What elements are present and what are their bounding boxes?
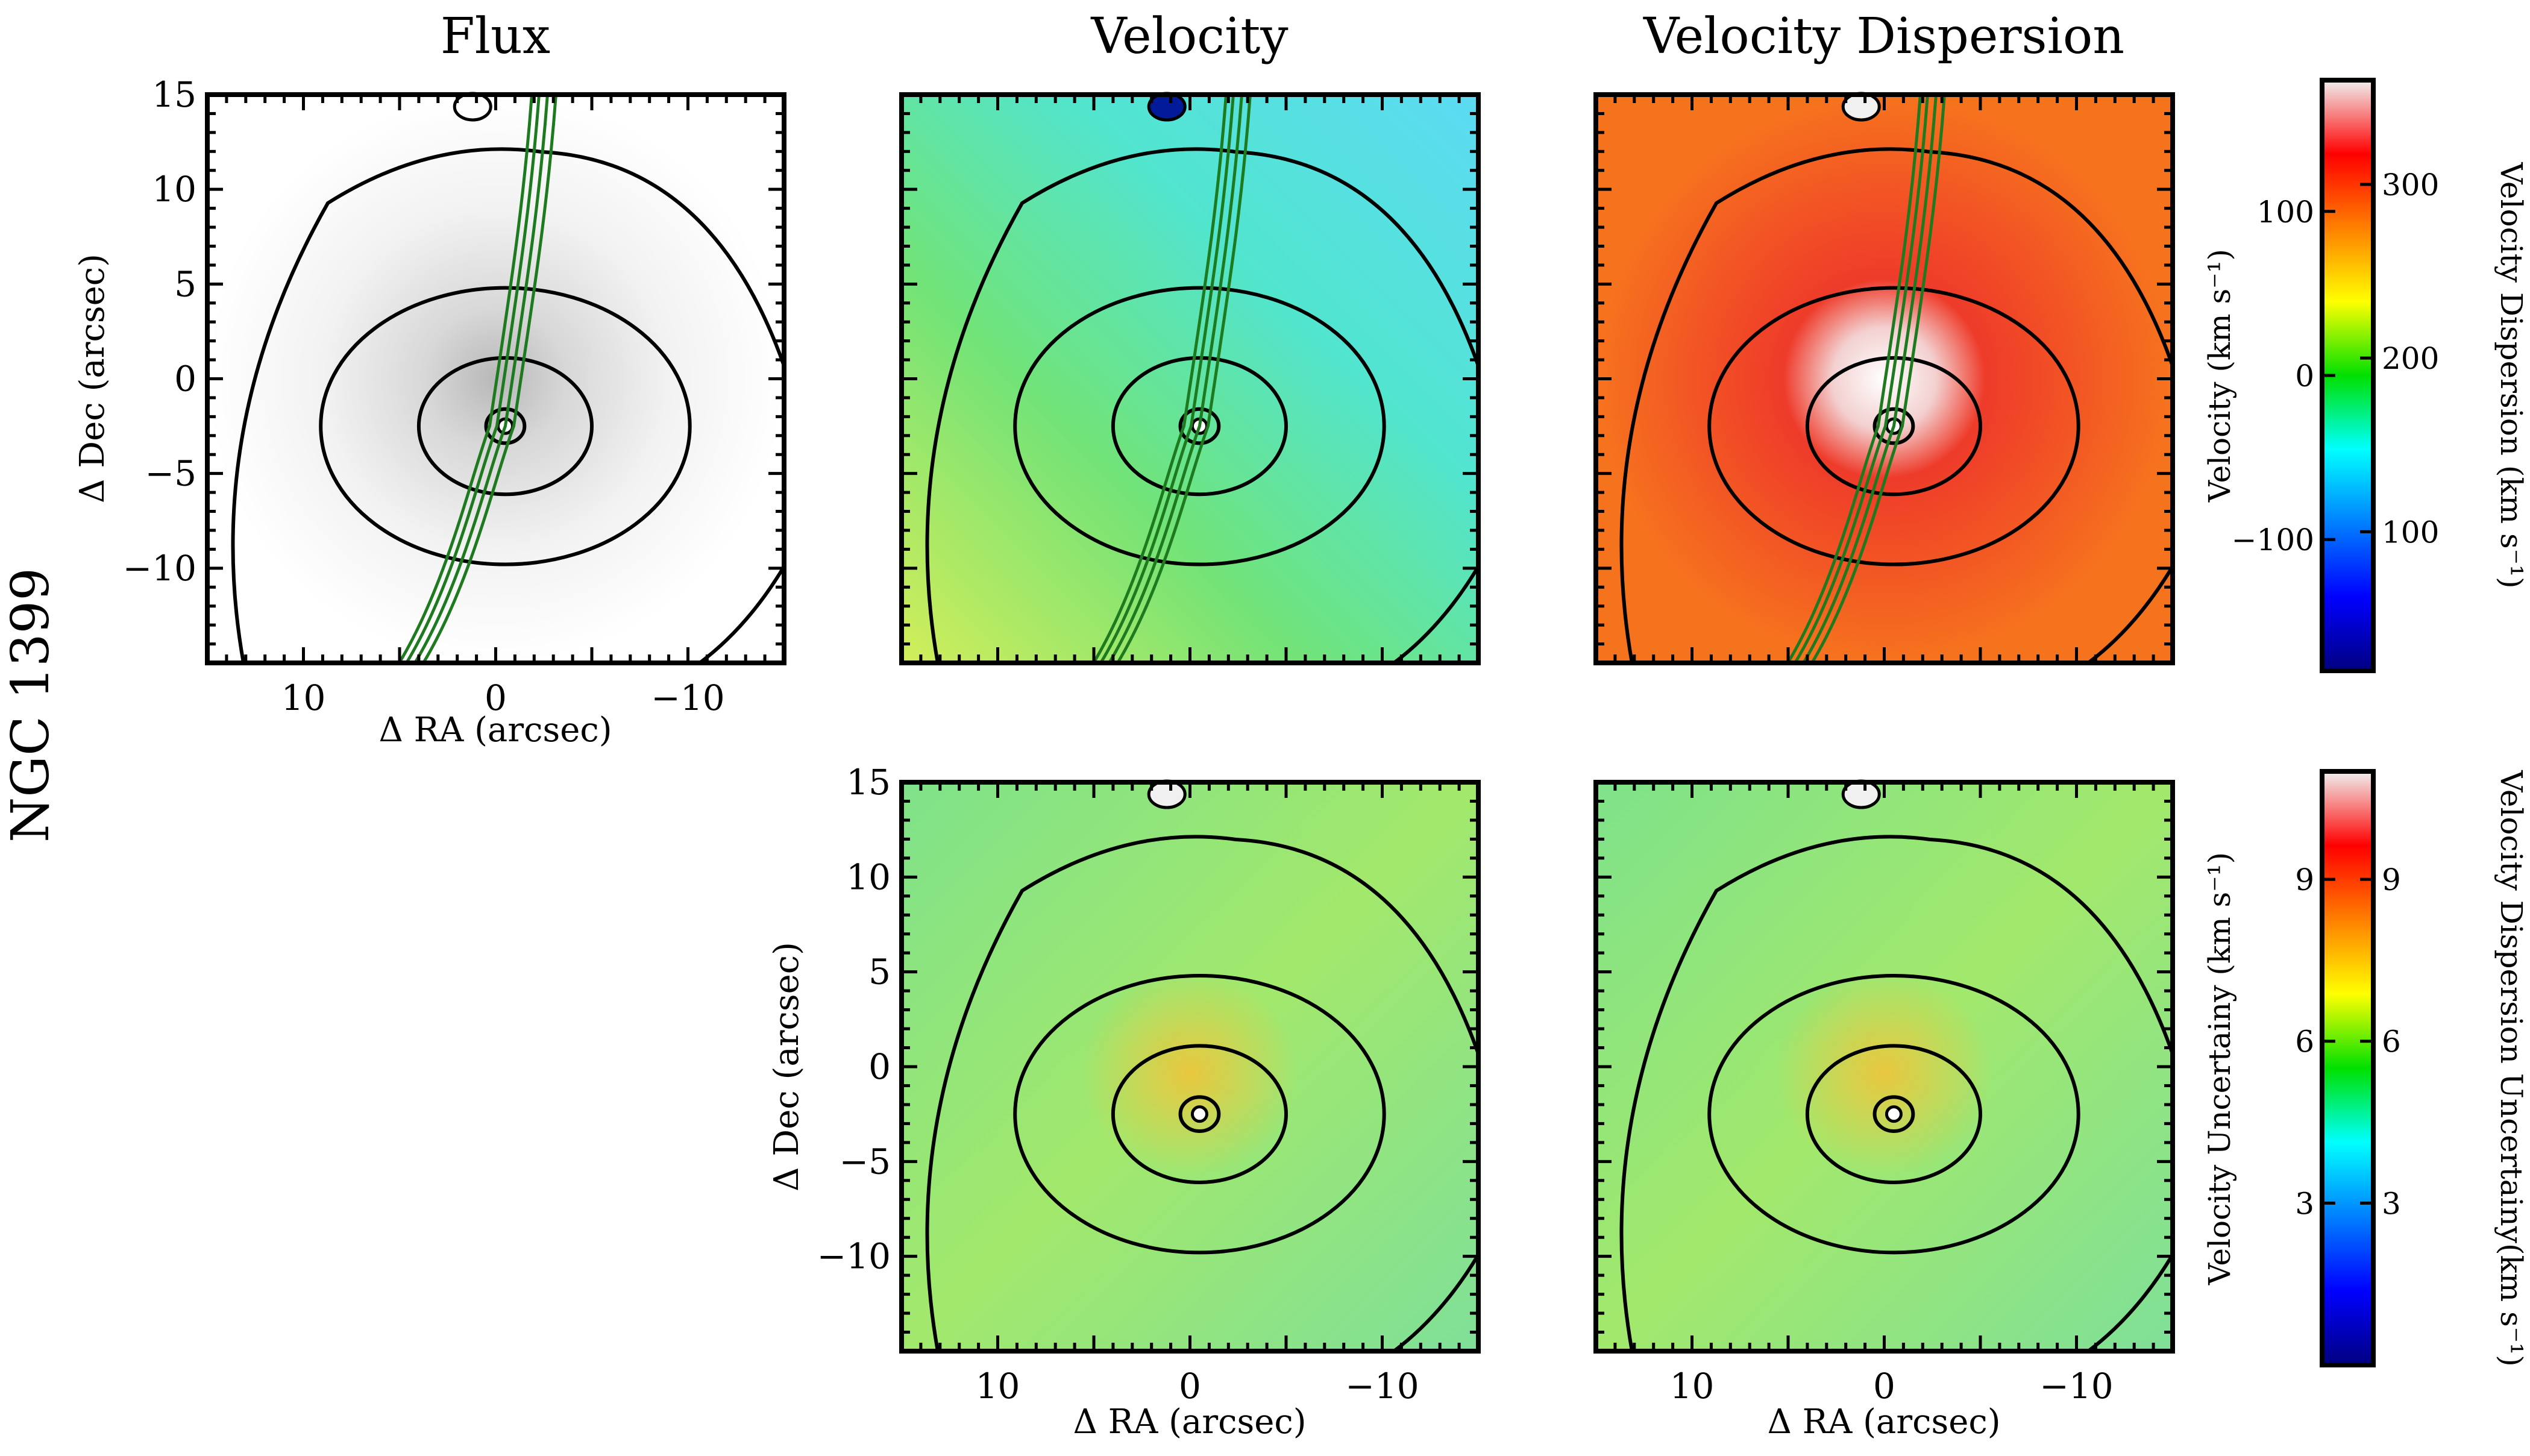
vel_unc-xtick-label: 10 bbox=[976, 1366, 1020, 1407]
disp_unc-isophote-1 bbox=[1805, 1044, 1982, 1184]
dispersion-isophote-1 bbox=[1805, 356, 1982, 497]
flux-ylabel: Δ Dec (arcsec) bbox=[73, 254, 112, 503]
velocity-jet-contour-2 bbox=[1108, 94, 1243, 664]
velocity-jet-contour-3 bbox=[1116, 94, 1252, 664]
velocity-jet-contour-0 bbox=[1092, 94, 1228, 664]
cbar-bottom-right-label: Velocity Dispersion Uncertainy(km s⁻¹) bbox=[2494, 770, 2529, 1366]
cbar-right-tick-label: 300 bbox=[2382, 168, 2439, 202]
flux-jet-contour-3 bbox=[422, 94, 557, 664]
cbar-right-tick-label: 6 bbox=[2382, 1025, 2401, 1059]
flux-jet-contour-1 bbox=[405, 94, 541, 664]
vel_unc-companion bbox=[1147, 779, 1187, 809]
cbar-left-tick-label: 0 bbox=[2295, 359, 2314, 394]
disp_unc-xtick-label: 0 bbox=[1873, 1366, 1895, 1407]
cbar-right-tick-label: 9 bbox=[2382, 862, 2401, 897]
flux-xtick-label: 0 bbox=[485, 677, 507, 718]
flux-jet-contour-0 bbox=[398, 94, 533, 664]
flux-jet-contour-2 bbox=[413, 94, 549, 664]
vel-unc-core bbox=[1081, 970, 1298, 1175]
vel_unc-xtick-label: 0 bbox=[1179, 1366, 1201, 1407]
cbar-left-tick-label: 9 bbox=[2295, 862, 2314, 897]
velocity-isophote-2 bbox=[1013, 286, 1386, 566]
cbar-top-left-label: Velocity (km s⁻¹) bbox=[2202, 249, 2237, 503]
flux-ytick-label: −5 bbox=[145, 453, 197, 494]
flux-isophote-0 bbox=[484, 407, 527, 445]
flux-isophote-2 bbox=[319, 286, 692, 566]
flux-xlabel: Δ RA (arcsec) bbox=[378, 711, 612, 750]
disp_unc-isophote-2 bbox=[1707, 973, 2080, 1255]
vel_unc-isophote-1 bbox=[1111, 1044, 1288, 1184]
vel_unc-isophote-2 bbox=[1013, 973, 1386, 1255]
flux-xtick-label: 10 bbox=[281, 677, 326, 718]
title-velocity: Velocity bbox=[1090, 8, 1289, 65]
cbar-left-tick-label: −100 bbox=[2232, 522, 2314, 557]
vel_unc-ytick-label: 10 bbox=[846, 856, 891, 897]
axes-layer: 10 0 −10 15 10 5 0 −5 −10 10 0 −10 15 10 5 0 −5 −10 10 0 −10 bbox=[123, 74, 2175, 1407]
dispersion-jet-contour-0 bbox=[1786, 94, 1922, 664]
title-flux: Flux bbox=[441, 8, 550, 65]
vel_unc-ytick-label: −5 bbox=[840, 1141, 891, 1182]
cbar-left-tick-label: 3 bbox=[2295, 1186, 2314, 1221]
cbar-left-tick-label: 6 bbox=[2295, 1025, 2314, 1059]
cbar-top-right-label: Velocity Dispersion (km s⁻¹) bbox=[2494, 162, 2529, 588]
dispersion-isophote-0 bbox=[1872, 407, 1915, 445]
flux-xtick-label: −10 bbox=[651, 677, 724, 718]
disp_unc-xtick-label: 10 bbox=[1670, 1366, 1715, 1407]
velocity-companion bbox=[1147, 92, 1187, 122]
cbar-right-tick-label: 200 bbox=[2382, 341, 2439, 376]
disp_unc-nucleus-marker bbox=[1885, 1105, 1903, 1123]
cbar-right-tick-label: 3 bbox=[2382, 1186, 2401, 1221]
title-velocity-dispersion: Velocity Dispersion bbox=[1643, 8, 2124, 65]
dispersion-jet-contour-1 bbox=[1794, 94, 1929, 664]
vel_unc-ytick-label: 5 bbox=[868, 952, 891, 993]
flux-ytick-label: 10 bbox=[152, 169, 196, 210]
disp-unc-core bbox=[1775, 970, 1992, 1175]
disp-unc-xlabel: Δ RA (arcsec) bbox=[1767, 1402, 2000, 1442]
cbar-right-tick-label: 100 bbox=[2382, 515, 2439, 550]
object-label: NGC 1399 bbox=[1, 568, 61, 843]
vel_unc-nucleus-marker bbox=[1190, 1105, 1208, 1123]
disp_unc-xtick-label: −10 bbox=[2039, 1366, 2113, 1407]
vel_unc-xtick-label: −10 bbox=[1345, 1366, 1419, 1407]
flux-ytick-label: 5 bbox=[174, 263, 196, 304]
colorbar-bottom bbox=[2320, 769, 2376, 1367]
velocity-jet-contour-1 bbox=[1099, 94, 1235, 664]
vel-unc-ylabel: Δ Dec (arcsec) bbox=[767, 942, 806, 1191]
velocity-isophote-0 bbox=[1178, 407, 1221, 445]
flux-ytick-label: 0 bbox=[174, 359, 196, 400]
velocity-isophote-1 bbox=[1111, 356, 1288, 497]
dispersion-jet-contour-3 bbox=[1810, 94, 1946, 664]
vel_unc-isophote-0 bbox=[1178, 1095, 1221, 1133]
colorbar-ticks: 100 0 −100 300 200 100 9 6 3 9 6 3 bbox=[2232, 168, 2440, 1221]
vel_unc-ytick-label: 15 bbox=[846, 762, 891, 803]
vel_unc-ytick-label: 0 bbox=[868, 1046, 891, 1087]
vel_unc-ytick-label: −10 bbox=[817, 1236, 891, 1277]
flux-ytick-label: 15 bbox=[152, 74, 196, 115]
vel-unc-xlabel: Δ RA (arcsec) bbox=[1073, 1402, 1306, 1442]
dispersion-isophote-2 bbox=[1707, 286, 2080, 566]
cbar-bottom-left-label: Velocity Uncertainy (km s⁻¹) bbox=[2202, 852, 2237, 1285]
disp_unc-isophote-0 bbox=[1872, 1095, 1915, 1133]
flux-isophote-1 bbox=[416, 356, 594, 497]
cbar-left-tick-label: 100 bbox=[2257, 195, 2314, 230]
disp_unc-companion bbox=[1841, 779, 1881, 809]
flux-ytick-label: −10 bbox=[123, 548, 196, 589]
dispersion-companion bbox=[1841, 92, 1881, 122]
dispersion-jet-contour-2 bbox=[1802, 94, 1938, 664]
